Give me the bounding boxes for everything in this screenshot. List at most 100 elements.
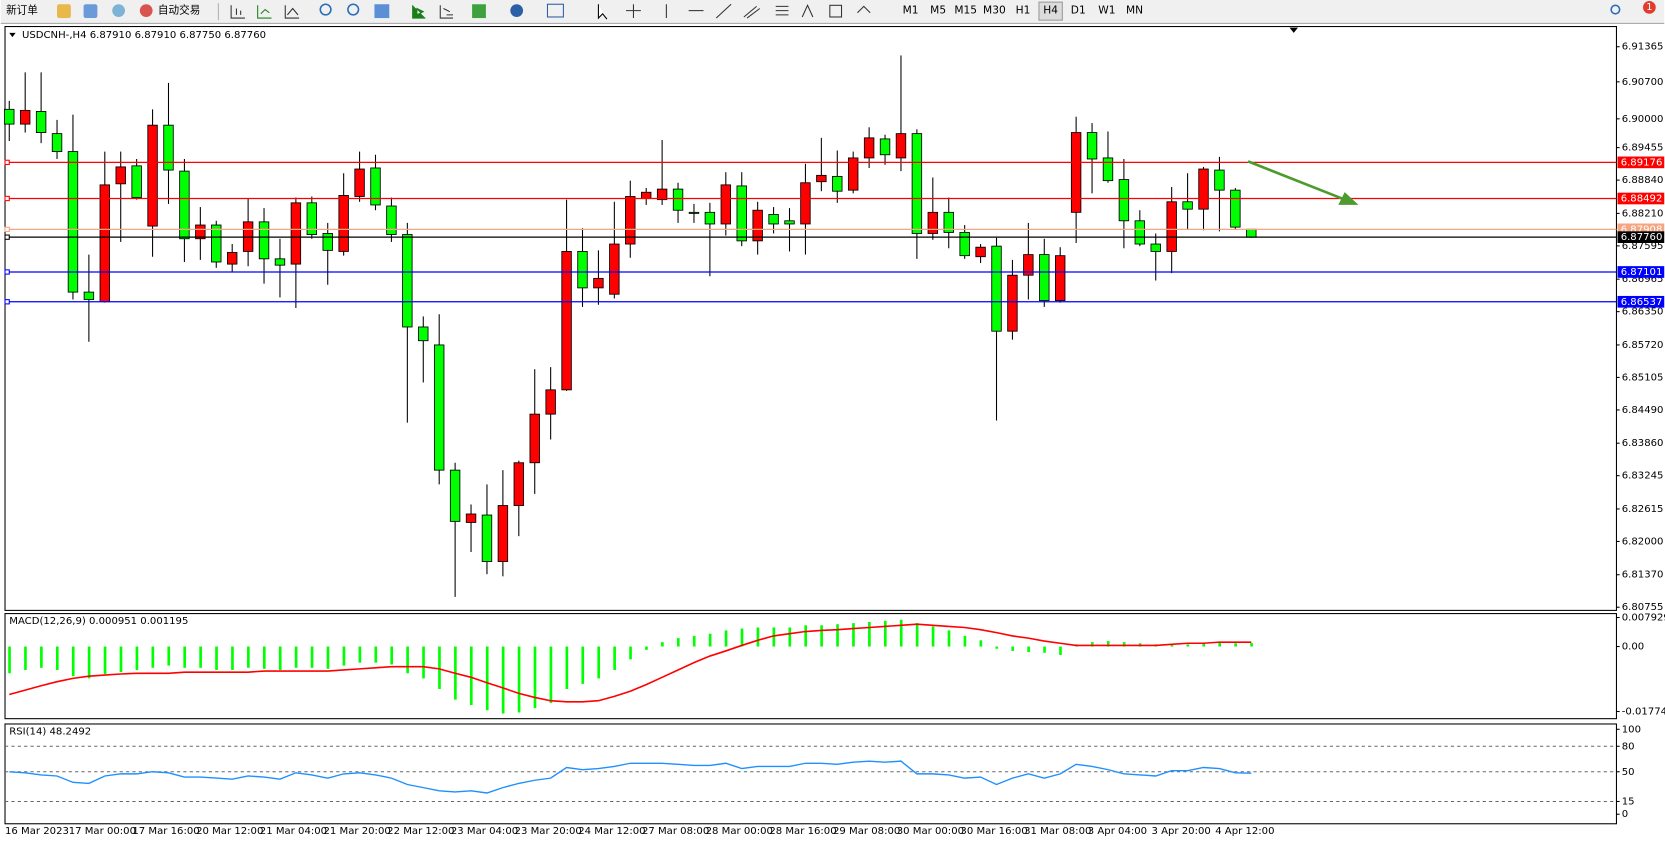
y-tick-label: 6.80755 bbox=[1622, 602, 1664, 613]
macd-bar bbox=[883, 620, 887, 647]
candle-body bbox=[720, 184, 732, 225]
main-panel bbox=[4, 26, 1617, 611]
arrow-head bbox=[1338, 192, 1359, 205]
price-label-bg bbox=[1617, 295, 1665, 308]
timeframe-button[interactable]: M30 bbox=[983, 4, 1006, 17]
icon[interactable] bbox=[510, 4, 524, 17]
icon[interactable] bbox=[412, 5, 426, 19]
symbol-menu-marker[interactable] bbox=[9, 32, 16, 38]
toolbar-button[interactable]: 自动交易 bbox=[158, 4, 200, 17]
icon[interactable] bbox=[626, 4, 641, 19]
timeframe-button[interactable]: M5 bbox=[930, 4, 946, 17]
price-label: 6.89176 bbox=[1621, 157, 1663, 168]
x-tick-label: 4 Apr 12:00 bbox=[1215, 826, 1274, 837]
candle-body bbox=[529, 413, 540, 464]
candle-body bbox=[784, 220, 795, 225]
candle-body bbox=[1023, 254, 1034, 276]
icon[interactable] bbox=[439, 5, 453, 19]
y-tick-label: 0.00 bbox=[1622, 642, 1644, 653]
x-tick-label: 3 Apr 04:00 bbox=[1088, 826, 1147, 837]
icon[interactable] bbox=[57, 4, 71, 19]
icon[interactable] bbox=[546, 3, 564, 18]
y-tick-label: 50 bbox=[1622, 767, 1635, 778]
macd-bar bbox=[852, 623, 855, 647]
candle-body bbox=[481, 514, 493, 562]
candle-body bbox=[1134, 220, 1146, 245]
timeframe-button[interactable]: H4 bbox=[1043, 4, 1058, 17]
timeframe-button[interactable]: M15 bbox=[954, 4, 977, 17]
y-tick-label: -0.017743 bbox=[1622, 707, 1665, 718]
timeframe-button[interactable]: D1 bbox=[1071, 4, 1086, 17]
candle-body bbox=[1214, 169, 1225, 191]
icon[interactable] bbox=[472, 4, 486, 19]
macd-bar bbox=[1122, 642, 1126, 647]
macd-bar bbox=[947, 630, 951, 647]
macd-bar bbox=[247, 646, 250, 668]
candle-body bbox=[625, 196, 636, 245]
arrow-shaft bbox=[1247, 160, 1346, 201]
macd-bar bbox=[517, 646, 521, 713]
macd-bar bbox=[326, 646, 330, 669]
icon[interactable] bbox=[775, 5, 789, 16]
candle-body bbox=[863, 137, 875, 159]
icon[interactable] bbox=[257, 5, 272, 19]
search-icon[interactable] bbox=[1610, 4, 1621, 15]
candle-body bbox=[163, 124, 174, 171]
macd-bar bbox=[199, 646, 202, 668]
timeframe-button[interactable]: MN bbox=[1126, 4, 1143, 17]
macd-bar bbox=[71, 646, 75, 677]
price-label-bg bbox=[1617, 266, 1665, 278]
candle-body bbox=[1102, 157, 1114, 182]
icon[interactable] bbox=[347, 3, 360, 16]
icon[interactable] bbox=[139, 4, 153, 17]
candle-body bbox=[1070, 132, 1082, 213]
icon[interactable] bbox=[374, 4, 390, 19]
candle-body bbox=[211, 224, 222, 263]
y-tick-label: 80 bbox=[1622, 741, 1635, 752]
icon[interactable] bbox=[715, 3, 732, 19]
macd-bar bbox=[1202, 643, 1206, 647]
macd-bar bbox=[597, 646, 601, 679]
candle-body bbox=[274, 258, 286, 266]
icon[interactable] bbox=[112, 4, 125, 17]
icon[interactable] bbox=[319, 3, 332, 16]
macd-bar bbox=[1170, 644, 1174, 647]
macd-bar bbox=[692, 635, 696, 647]
icon[interactable] bbox=[743, 5, 761, 19]
timeframe-button[interactable]: W1 bbox=[1098, 4, 1115, 17]
macd-bar bbox=[1106, 641, 1110, 647]
macd-bar bbox=[278, 646, 282, 670]
y-tick-label: 100 bbox=[1622, 724, 1641, 735]
y-tick-label: 6.88840 bbox=[1622, 175, 1664, 186]
icon[interactable] bbox=[230, 5, 245, 19]
macd-bar bbox=[342, 646, 346, 666]
candle-body bbox=[577, 251, 588, 289]
icon[interactable] bbox=[284, 5, 300, 19]
icon[interactable] bbox=[597, 4, 608, 20]
x-tick-label: 23 Mar 20:00 bbox=[515, 826, 582, 837]
notification-badge[interactable] bbox=[1642, 1, 1656, 14]
y-tick-label: 6.91365 bbox=[1622, 42, 1664, 53]
macd-bar bbox=[40, 646, 43, 668]
price-label-bg bbox=[1617, 223, 1665, 236]
icon[interactable] bbox=[829, 4, 843, 18]
timeframe-button[interactable]: M1 bbox=[903, 4, 919, 17]
icon[interactable] bbox=[801, 4, 814, 18]
y-tick-label: 6.90000 bbox=[1622, 114, 1664, 125]
candle-body bbox=[402, 234, 413, 328]
candle-body bbox=[226, 252, 238, 265]
candle-body bbox=[258, 221, 270, 260]
timeframe-button[interactable]: H1 bbox=[1016, 4, 1031, 17]
candle-body bbox=[51, 133, 63, 153]
toolbar-button[interactable]: 新订单 bbox=[6, 4, 38, 17]
trend-arrow bbox=[1247, 160, 1359, 205]
macd-bar bbox=[374, 646, 378, 663]
x-tick-label: 30 Mar 00:00 bbox=[897, 826, 964, 837]
macd-bar bbox=[1043, 646, 1046, 653]
icon[interactable] bbox=[857, 5, 871, 14]
chart-shift-marker[interactable] bbox=[1289, 27, 1298, 33]
price-label: 6.87101 bbox=[1621, 267, 1663, 278]
icon[interactable] bbox=[83, 4, 98, 19]
